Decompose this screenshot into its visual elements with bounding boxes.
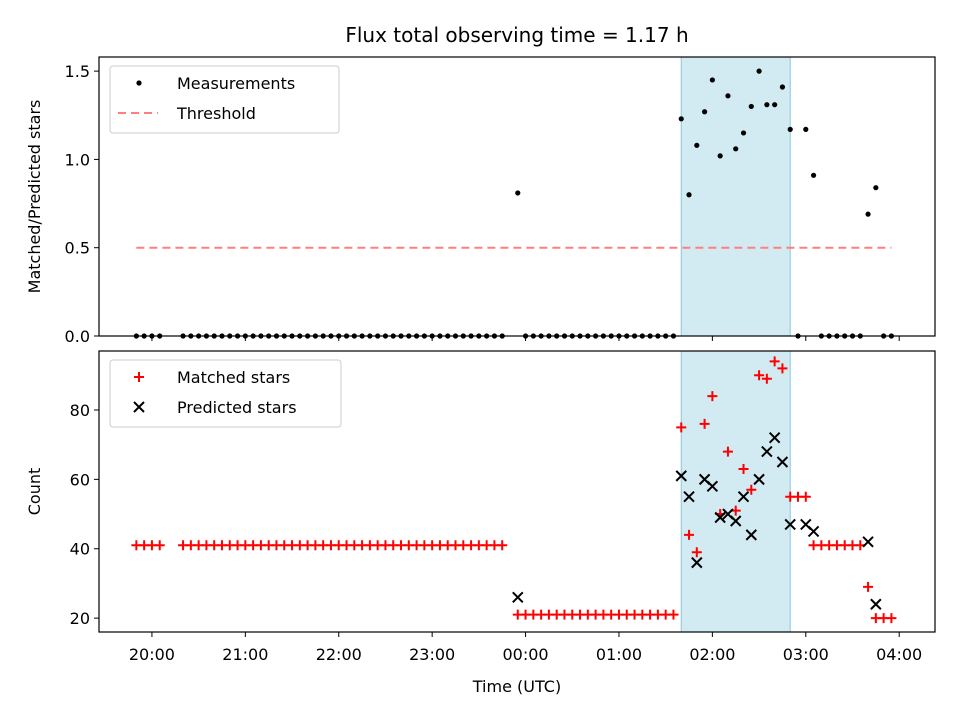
series-1-point-17 [807, 525, 820, 538]
series-1-point-3 [691, 556, 703, 569]
series-1-point-10 [745, 529, 758, 541]
series-0-point-67 [676, 422, 687, 433]
legend-swatch [134, 372, 144, 382]
series-0-point-77 [754, 370, 765, 381]
y-tick-label: 40 [70, 540, 90, 559]
legend-box [109, 65, 340, 134]
highlight-span [680, 56, 791, 337]
x-tick-label: 04:00 [876, 645, 922, 664]
bottom-panel: 20 40 60 80 20:00 21:00 22:00 23:00 00:00 01:00 02… [25, 350, 936, 664]
series-1-point-11 [753, 473, 765, 486]
x-tick-label: 03:00 [783, 645, 829, 664]
series-1-point-13 [768, 432, 781, 444]
series-0-point-76 [746, 484, 757, 495]
series-0-point-83 [800, 491, 811, 502]
y-tick-label: 1.5 [65, 62, 90, 81]
series-0-point-68 [684, 529, 695, 540]
series-0-point-81 [787, 126, 793, 132]
series-0-point-83 [803, 126, 809, 132]
series-0-point-69 [694, 142, 700, 148]
x-axis-label: Time (UTC) [472, 677, 561, 696]
plot-frame [98, 350, 936, 633]
series-0-point-70 [699, 418, 710, 429]
x-tick-label: 23:00 [409, 645, 455, 664]
y-tick-label: 0.0 [65, 327, 90, 346]
series-0-point-94 [886, 613, 897, 624]
series-0-point-75 [740, 130, 747, 136]
series-0-point-92 [873, 185, 879, 191]
top-panel: 0.0 0.5 1.0 1.5 Matched/Predicted stars Measu… [25, 56, 936, 346]
y-tick-label: 80 [70, 401, 90, 420]
series-1-point-5 [706, 480, 719, 493]
series-1-point-9 [737, 490, 750, 503]
series-1-point-19 [870, 598, 882, 610]
series-0-point-79 [769, 356, 780, 367]
legend-label: Measurements [177, 74, 295, 93]
series-0-point-80 [779, 84, 786, 90]
series-0-point-73 [722, 446, 733, 457]
series-0-point-70 [701, 109, 708, 115]
series-1-point-18 [862, 536, 874, 548]
legend: Measurements Threshold [109, 65, 340, 134]
series-0-point-77 [756, 68, 762, 74]
y-axis-label: Count [25, 468, 44, 516]
legend: Matched stars Predicted stars [109, 359, 342, 428]
series-0-point-45 [497, 540, 508, 551]
series-0-point-71 [707, 391, 718, 402]
series-0-point-74 [733, 146, 739, 152]
x-tick-label: 22:00 [316, 645, 362, 664]
series-0-point-72 [717, 153, 723, 159]
series-0-point-79 [772, 102, 778, 108]
y-tick-label: 20 [70, 609, 90, 628]
y-axis-label: Matched/Predicted stars [25, 100, 44, 294]
series-1-point-15 [784, 518, 796, 531]
legend-swatch [133, 401, 145, 413]
series-0-point-67 [678, 116, 684, 122]
series-0-point-66 [668, 609, 679, 620]
y-tick-label: 1.0 [65, 150, 90, 169]
x-tick-label: 00:00 [503, 645, 549, 664]
x-tick-label: 21:00 [222, 645, 268, 664]
series-0-point-75 [738, 463, 749, 474]
y-tick-label: 60 [70, 470, 90, 489]
series-0-point-73 [725, 93, 731, 99]
series-0-point-84 [810, 172, 817, 178]
legend-label: Matched stars [177, 368, 290, 387]
series-0-point-69 [691, 547, 702, 558]
y-tick-label: 0.5 [65, 239, 90, 258]
series-0-point-71 [709, 77, 715, 83]
chart-title: Flux total observing time = 1.17 h [345, 23, 688, 47]
plot-frame [98, 56, 936, 337]
series-1-point-8 [730, 515, 742, 527]
x-tick-label: 01:00 [596, 645, 642, 664]
series-0-point-91 [863, 581, 874, 592]
series-0-point-91 [865, 211, 871, 217]
series-0-point-46 [515, 190, 521, 196]
highlight-span [680, 350, 791, 633]
legend-swatch [136, 80, 142, 86]
series-1-point-0 [512, 591, 524, 604]
series-0-point-3 [154, 540, 165, 551]
legend-label: Predicted stars [177, 398, 297, 417]
x-tick-label: 02:00 [689, 645, 735, 664]
series-1-point-2 [683, 490, 695, 503]
series-1-point-14 [776, 456, 789, 468]
legend-box [109, 359, 342, 428]
series-0-point-78 [764, 102, 770, 108]
series-0-point-68 [686, 192, 692, 198]
series-0-point-76 [748, 103, 754, 110]
x-tick-label: 20:00 [129, 645, 175, 664]
series-1-point-12 [761, 445, 773, 458]
series-1-point-1 [675, 470, 687, 482]
series-0-point-80 [777, 363, 788, 374]
series-0-point-78 [761, 373, 772, 384]
legend-label: Threshold [176, 104, 256, 123]
series-1-point-6 [714, 511, 726, 524]
